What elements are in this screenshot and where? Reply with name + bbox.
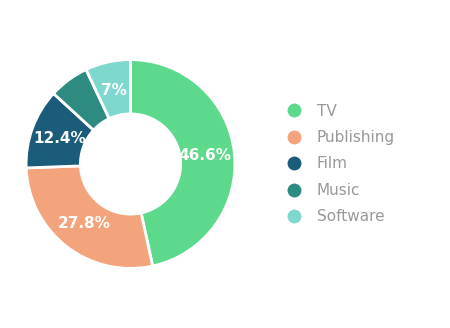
- Wedge shape: [26, 93, 94, 168]
- Wedge shape: [26, 166, 153, 268]
- Text: 46.6%: 46.6%: [179, 149, 232, 163]
- Wedge shape: [86, 60, 130, 119]
- Text: 27.8%: 27.8%: [58, 216, 111, 231]
- Wedge shape: [54, 70, 109, 130]
- Text: 7%: 7%: [101, 83, 127, 98]
- Text: 12.4%: 12.4%: [34, 131, 86, 146]
- Wedge shape: [130, 60, 235, 266]
- Legend: TV, Publishing, Film, Music, Software: TV, Publishing, Film, Music, Software: [274, 99, 399, 229]
